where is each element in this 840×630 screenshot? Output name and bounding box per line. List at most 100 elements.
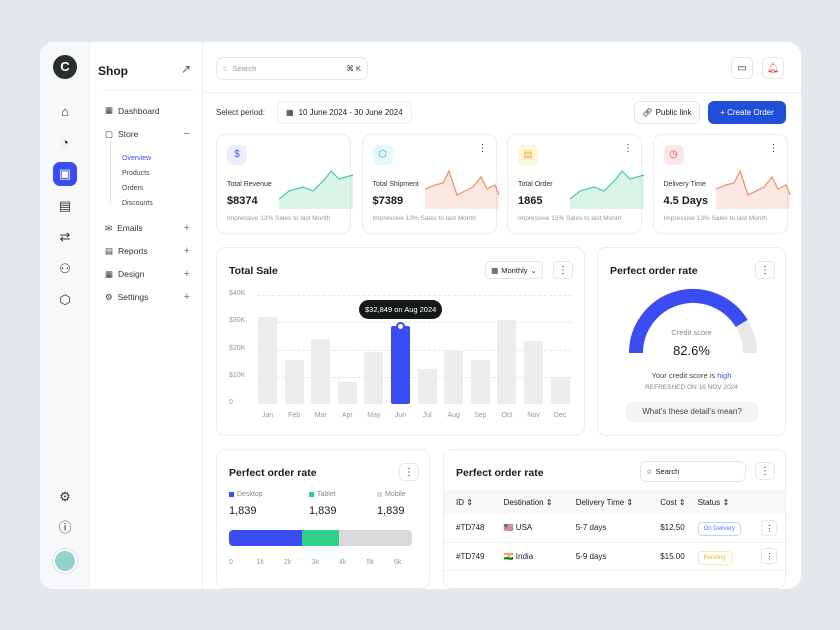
stat-label: Total Revenue bbox=[227, 181, 272, 188]
gear-icon: ⚙ bbox=[105, 291, 113, 302]
expand-icon[interactable]: + bbox=[183, 245, 190, 257]
score-value: 82.6% bbox=[673, 343, 710, 358]
device-value: 1,839 bbox=[309, 505, 337, 517]
credit-score-card: Perfect order rate ⋮ Credit score 82.6% … bbox=[597, 247, 786, 436]
details-button[interactable]: What's these detail's mean? bbox=[626, 402, 758, 422]
public-link-button[interactable]: 🔗︎ Public link bbox=[634, 101, 700, 124]
users-icon[interactable]: ⚇ bbox=[59, 261, 71, 276]
order-id: #TD748 bbox=[456, 523, 485, 533]
stat-icon: ⬡ bbox=[372, 145, 393, 165]
bar[interactable] bbox=[470, 360, 490, 404]
expand-icon[interactable]: + bbox=[183, 222, 190, 234]
row-more-button[interactable]: ⋮ bbox=[761, 548, 778, 564]
info-icon[interactable]: ⓘ bbox=[58, 520, 72, 535]
chart-icon[interactable]: ◔ bbox=[61, 135, 69, 150]
create-order-button[interactable]: + Create Order bbox=[708, 101, 786, 124]
sidebar-sub-overview[interactable]: Overview bbox=[122, 155, 152, 162]
external-link-icon[interactable]: ↗ bbox=[181, 62, 192, 76]
stat-label: Delivery Time bbox=[663, 181, 706, 188]
box-icon[interactable]: ⬡ bbox=[59, 292, 71, 307]
sidebar-sub-products[interactable]: Products bbox=[122, 170, 150, 177]
y-tick-label: $40K bbox=[229, 290, 246, 297]
more-button[interactable]: ⋮ bbox=[399, 463, 419, 481]
destination: 🇺🇸 USA bbox=[503, 523, 533, 533]
more-button[interactable]: ⋮ bbox=[755, 261, 775, 279]
sidebar-item-store[interactable]: ▢ Store − bbox=[105, 128, 190, 140]
more-button[interactable]: ⋮ bbox=[755, 462, 775, 480]
chat-icon[interactable]: ▭ bbox=[731, 57, 753, 79]
sidebar-item-design[interactable]: ▦ Design + bbox=[105, 268, 190, 280]
order-id: #TD749 bbox=[456, 551, 485, 561]
score-link[interactable]: high bbox=[717, 371, 732, 380]
gear-icon[interactable]: ⚙ bbox=[59, 489, 71, 504]
bar[interactable] bbox=[311, 338, 331, 404]
bell-icon[interactable]: 🔔︎ bbox=[762, 57, 784, 79]
collapse-icon[interactable]: − bbox=[183, 128, 190, 140]
shop-icon[interactable]: ▣ bbox=[53, 162, 77, 186]
split-tick: 1k bbox=[256, 559, 264, 566]
bar[interactable] bbox=[417, 368, 437, 404]
orders-table-card: Perfect order rate ○ Search ⋮ ID ⇕ Destina… bbox=[443, 449, 786, 589]
x-tick-label: Jan bbox=[261, 412, 274, 419]
expand-icon[interactable]: + bbox=[183, 268, 190, 280]
x-tick-label: May bbox=[367, 412, 381, 419]
stat-value: 1865 bbox=[518, 195, 543, 207]
x-tick-label: Jul bbox=[422, 412, 432, 419]
device-legend: Tablet bbox=[309, 491, 336, 498]
column-header[interactable]: Delivery Time ⇕ bbox=[575, 497, 634, 507]
more-icon[interactable]: ⋮ bbox=[477, 143, 488, 154]
split-tick: 4k bbox=[339, 559, 347, 566]
sidebar-item-emails[interactable]: ✉ Emails + bbox=[105, 222, 190, 234]
x-tick-label: Dec bbox=[553, 412, 567, 419]
y-tick-label: $30K bbox=[229, 317, 246, 325]
more-icon[interactable]: ⋮ bbox=[623, 143, 633, 154]
column-header[interactable]: Status ⇕ bbox=[697, 497, 730, 507]
sidebar-item-reports[interactable]: ▤ Reports + bbox=[105, 245, 190, 257]
table-search-input[interactable]: ○ Search bbox=[640, 461, 746, 482]
sidebar-sub-discounts[interactable]: Discounts bbox=[122, 200, 153, 207]
column-header[interactable]: Destination ⇕ bbox=[503, 497, 553, 507]
flag-icon: 🇺🇸 bbox=[503, 523, 514, 533]
search-input[interactable]: ○ Search ⌘ K bbox=[216, 57, 368, 80]
bar[interactable] bbox=[524, 341, 543, 404]
more-icon[interactable]: ⋮ bbox=[768, 143, 779, 154]
bar[interactable] bbox=[337, 382, 357, 404]
period-dropdown[interactable]: ▦ Monthly ⌄ bbox=[485, 261, 543, 279]
bar[interactable] bbox=[497, 319, 517, 404]
x-tick-label: Mar bbox=[314, 412, 327, 419]
x-tick-label: Nov bbox=[527, 412, 540, 419]
expand-icon[interactable]: + bbox=[183, 291, 190, 303]
report-icon: ▤ bbox=[105, 245, 114, 256]
column-header[interactable]: ID ⇕ bbox=[456, 497, 473, 507]
bar[interactable] bbox=[391, 326, 410, 404]
flag-icon: 🇮🇳 bbox=[503, 551, 514, 561]
date-range-picker[interactable]: ▦ 10 June 2024 - 30 June 2024 bbox=[277, 101, 412, 124]
sidebar-item-settings[interactable]: ⚙ Settings + bbox=[105, 291, 190, 303]
gridline bbox=[257, 349, 572, 351]
table-row[interactable]: #TD749 🇮🇳 India 5-9 days $15.00 Pending … bbox=[444, 542, 785, 570]
document-icon[interactable]: ▤ bbox=[58, 198, 72, 213]
bar[interactable] bbox=[364, 352, 384, 404]
card-title: Total Sale bbox=[229, 265, 278, 277]
transfer-icon[interactable]: ⇄ bbox=[59, 229, 71, 244]
column-header[interactable]: Cost ⇕ bbox=[660, 497, 686, 507]
more-button[interactable]: ⋮ bbox=[553, 261, 573, 279]
bar[interactable] bbox=[284, 360, 304, 404]
bar[interactable] bbox=[444, 349, 464, 404]
sort-icon: ⇕ bbox=[722, 497, 730, 507]
row-more-button[interactable]: ⋮ bbox=[761, 519, 778, 536]
sparkline bbox=[570, 170, 645, 209]
sidebar-item-dashboard[interactable]: ▦ Dashboard bbox=[105, 105, 160, 116]
bar[interactable] bbox=[550, 376, 570, 404]
split-tick: 3k bbox=[311, 559, 319, 566]
card-title: Perfect order rate bbox=[229, 467, 317, 479]
table-row[interactable]: #TD748 🇺🇸 USA 5-7 days $12.50 On Deliver… bbox=[444, 514, 785, 542]
avatar[interactable] bbox=[53, 549, 77, 573]
bar[interactable] bbox=[258, 316, 277, 404]
destination: 🇮🇳 India bbox=[503, 551, 534, 561]
home-icon[interactable]: ⌂ bbox=[61, 104, 69, 119]
device-split-card: Perfect order rate ⋮ Desktop 1,839 Tablet 1… bbox=[216, 449, 430, 589]
x-tick-label: Apr bbox=[341, 412, 353, 419]
sidebar-sub-orders[interactable]: Orders bbox=[122, 185, 144, 192]
calendar-icon: ▦ bbox=[286, 108, 294, 117]
